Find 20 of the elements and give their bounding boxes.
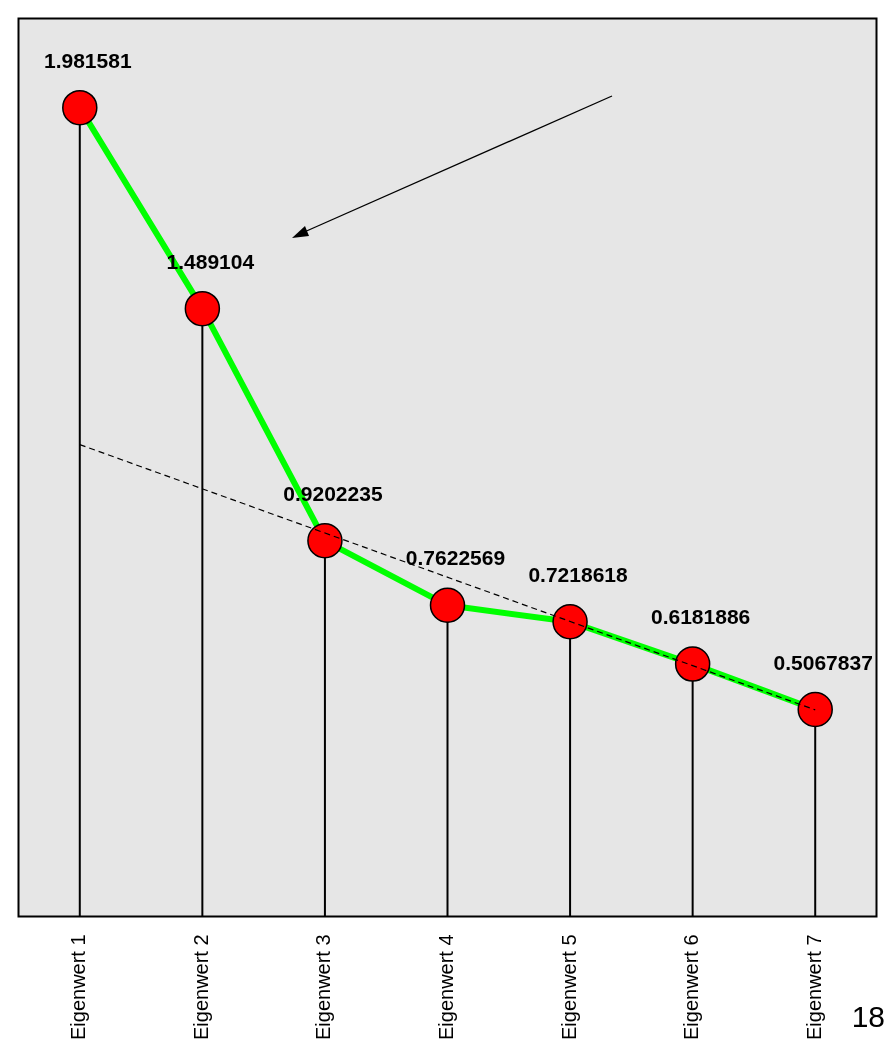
text: 18 <box>851 1000 885 1034</box>
data-label: 0.7622569 <box>405 546 506 570</box>
x-tick-label: Eigenwert 1 <box>67 934 90 1041</box>
point <box>552 604 588 640</box>
point <box>429 587 466 624</box>
x-tick-label: Eigenwert 3 <box>312 934 335 1041</box>
data-label: 0.6181886 <box>651 605 751 629</box>
point <box>674 646 711 682</box>
data-label: 0.5067837 <box>773 650 873 674</box>
x-tick-label: Eigenwert 7 <box>802 934 825 1041</box>
point <box>62 89 98 126</box>
x-tick-label: Eigenwert 4 <box>435 934 458 1041</box>
point <box>184 290 221 327</box>
x-tick-label: Eigenwert 5 <box>557 934 580 1041</box>
data-label: 1.981581 <box>43 48 132 72</box>
x-tick-label: Eigenwert 2 <box>189 934 212 1041</box>
point <box>797 691 833 728</box>
data-label: 0.7218618 <box>528 562 629 586</box>
point <box>307 523 343 559</box>
x-tick-label: Eigenwert 6 <box>680 934 703 1041</box>
